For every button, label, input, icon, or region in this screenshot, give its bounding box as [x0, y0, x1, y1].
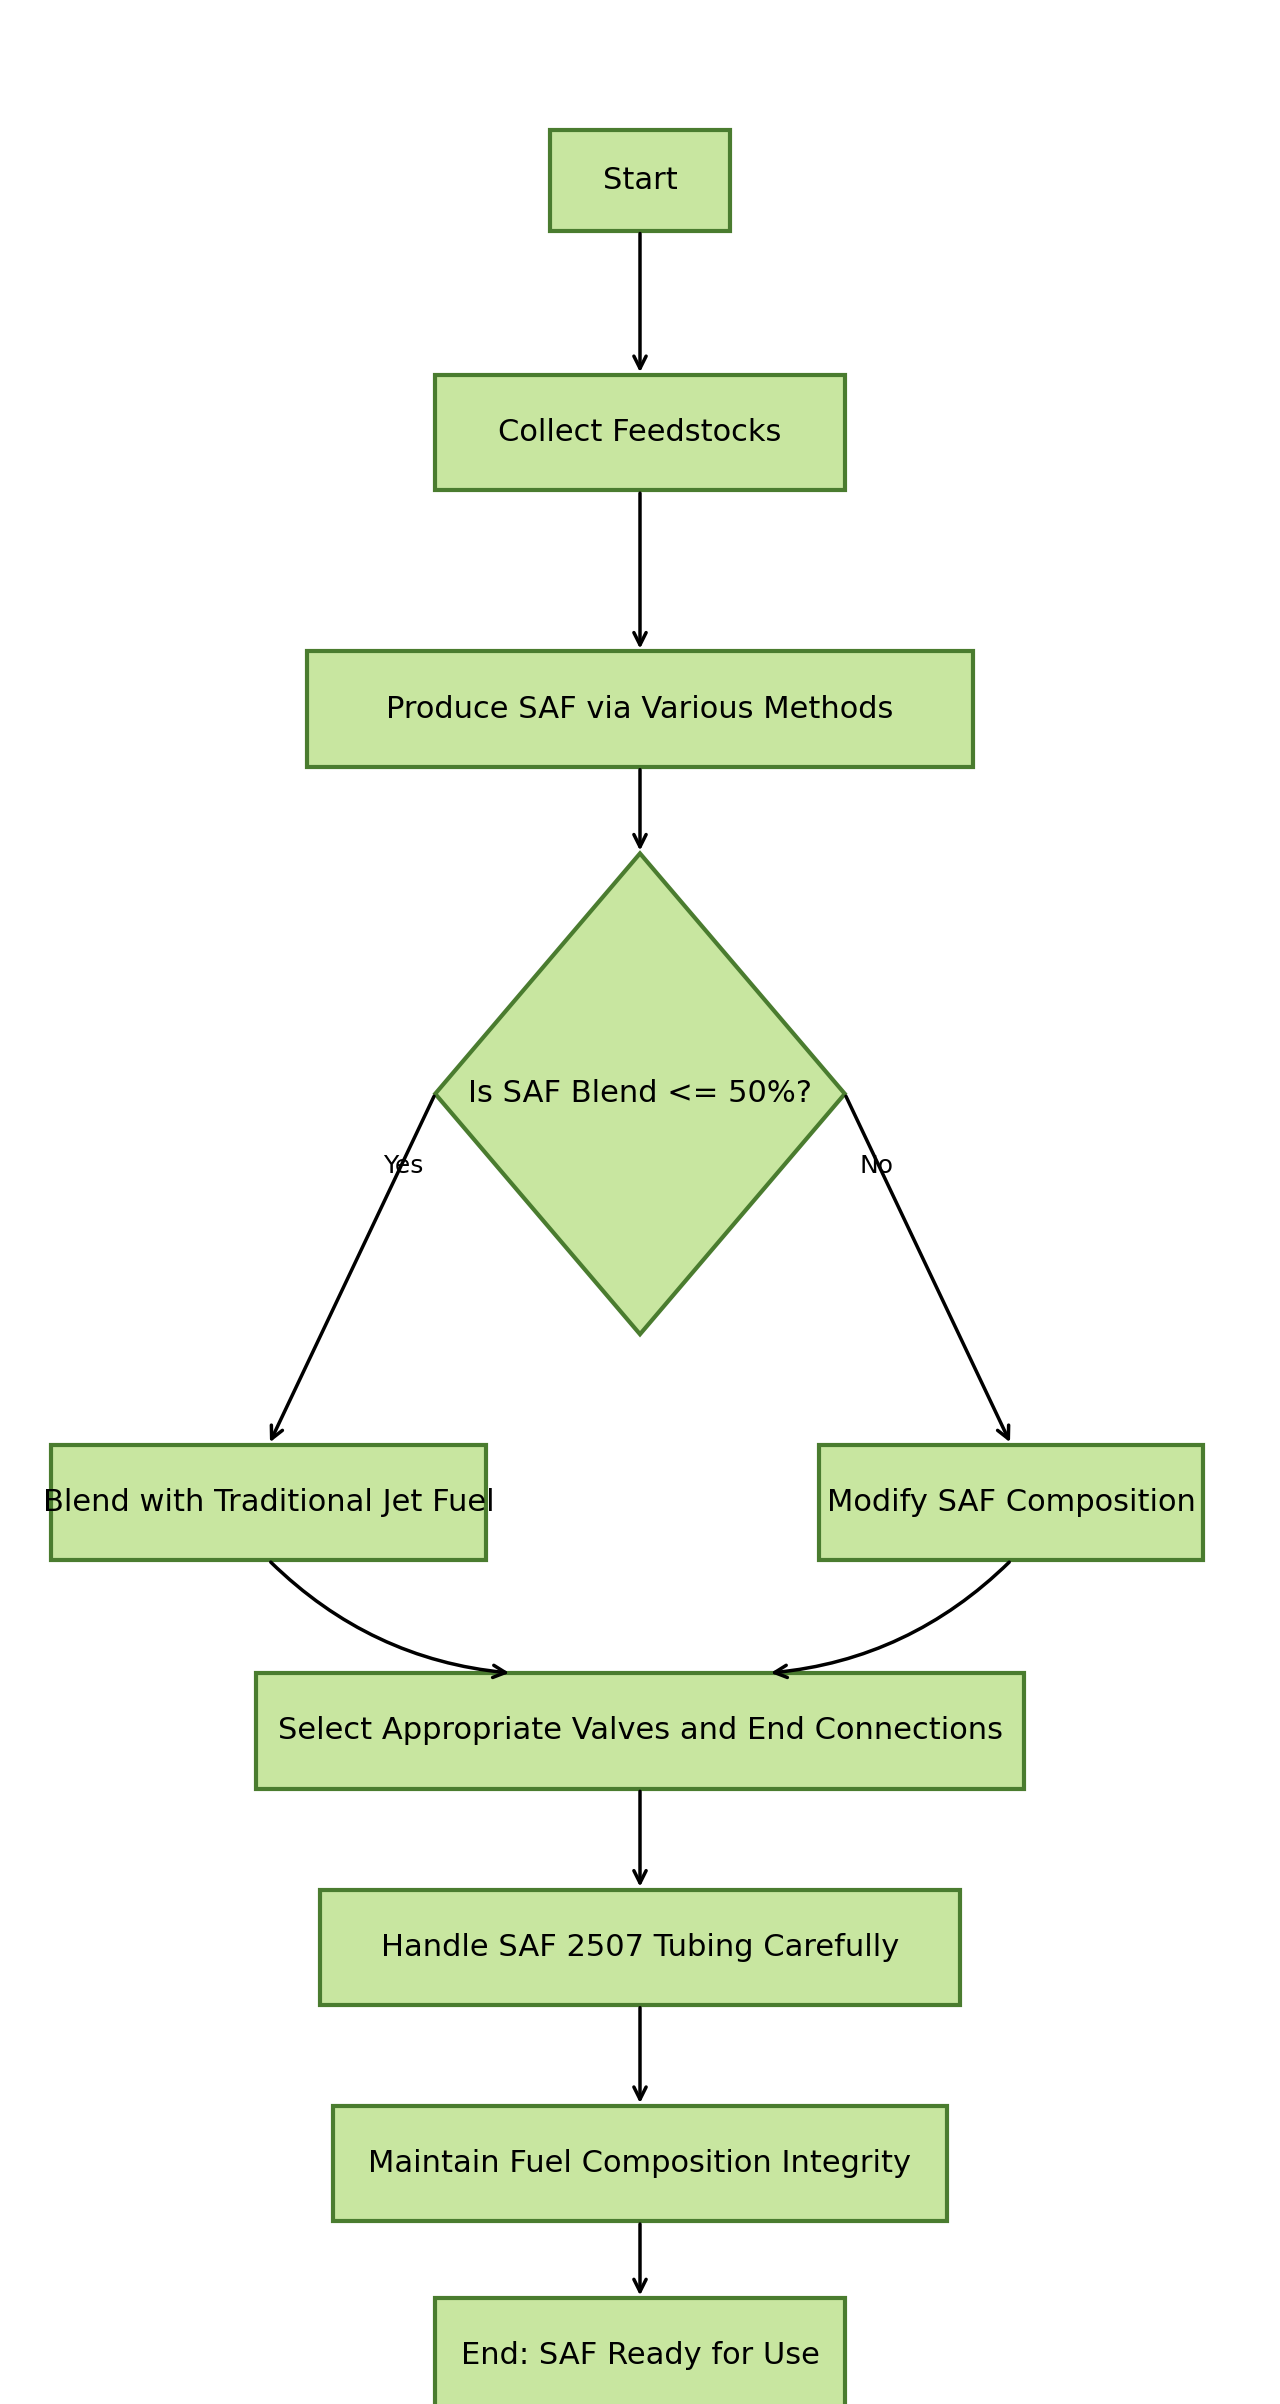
FancyBboxPatch shape — [435, 375, 845, 490]
Text: Modify SAF Composition: Modify SAF Composition — [827, 1488, 1196, 1517]
FancyBboxPatch shape — [307, 651, 973, 767]
FancyBboxPatch shape — [320, 1890, 960, 2005]
Polygon shape — [435, 853, 845, 1334]
Text: End: SAF Ready for Use: End: SAF Ready for Use — [461, 2341, 819, 2370]
Text: Blend with Traditional Jet Fuel: Blend with Traditional Jet Fuel — [44, 1488, 494, 1517]
Text: Produce SAF via Various Methods: Produce SAF via Various Methods — [387, 695, 893, 724]
Text: Start: Start — [603, 166, 677, 195]
FancyBboxPatch shape — [256, 1673, 1024, 1789]
FancyBboxPatch shape — [333, 2106, 947, 2221]
Text: No: No — [860, 1154, 893, 1178]
FancyBboxPatch shape — [550, 130, 730, 231]
Text: Maintain Fuel Composition Integrity: Maintain Fuel Composition Integrity — [369, 2149, 911, 2178]
FancyBboxPatch shape — [435, 2298, 845, 2404]
Text: Select Appropriate Valves and End Connections: Select Appropriate Valves and End Connec… — [278, 1716, 1002, 1745]
Text: Handle SAF 2507 Tubing Carefully: Handle SAF 2507 Tubing Carefully — [381, 1933, 899, 1962]
Text: Is SAF Blend <= 50%?: Is SAF Blend <= 50%? — [468, 1079, 812, 1108]
Text: Collect Feedstocks: Collect Feedstocks — [498, 418, 782, 447]
FancyBboxPatch shape — [51, 1445, 486, 1560]
Text: Yes: Yes — [383, 1154, 424, 1178]
FancyBboxPatch shape — [819, 1445, 1203, 1560]
